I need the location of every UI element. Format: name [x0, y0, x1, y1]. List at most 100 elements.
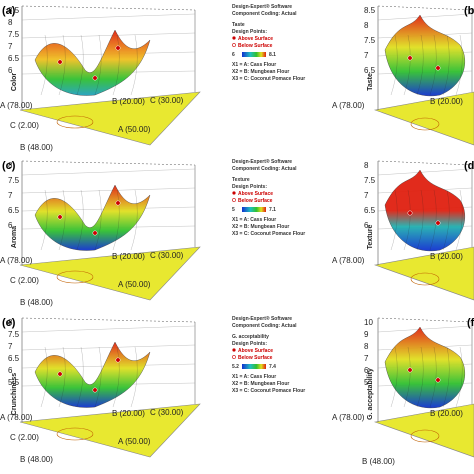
- grid-line: [377, 325, 473, 333]
- vertex-label: C (2.00): [10, 433, 39, 442]
- z-tick-label: 6: [364, 221, 369, 230]
- z-tick-label: 6: [364, 366, 369, 375]
- legend-x2: X2 = B: Mungbean Flour: [232, 381, 289, 387]
- legend-color-bar: [242, 207, 266, 212]
- z-tick-label: 6.5: [8, 54, 20, 63]
- z-tick-label: 8: [364, 161, 369, 170]
- vertex-label: B (48.00): [20, 298, 53, 307]
- legend-software: Design-Expert® Software: [232, 3, 292, 10]
- legend-software: Design-Expert® Software: [232, 158, 292, 165]
- vertex-label: C (30.00): [150, 96, 184, 105]
- z-tick-label: 8: [8, 18, 13, 27]
- response-surface: [384, 14, 466, 97]
- z-tick-label: 7.5: [8, 30, 20, 39]
- base-triangle: [373, 91, 474, 146]
- legend-x3: X3 = C: Coconut Pomace Flour: [232, 388, 305, 394]
- base-contour: [56, 115, 94, 129]
- design-point: [115, 200, 121, 206]
- z-tick-label: 6.5: [8, 206, 20, 215]
- frame-top: [21, 317, 196, 323]
- z-tick-label: 6: [8, 221, 13, 230]
- legend-x2: X2 = B: Mungbean Flour: [232, 69, 289, 75]
- surface-mesh: [40, 34, 48, 96]
- vertex-label: C (30.00): [150, 408, 184, 417]
- design-point: [115, 45, 121, 51]
- response-surface: [34, 184, 151, 251]
- design-point: [435, 377, 441, 383]
- legend-x2: X2 = B: Mungbean Flour: [232, 224, 289, 230]
- surface-mesh: [390, 189, 398, 251]
- legend-above: Above Surface: [238, 191, 273, 197]
- legend-scale-min: 6: [232, 52, 235, 58]
- z-tick-label: 7.5: [364, 176, 376, 185]
- design-point: [435, 220, 441, 226]
- legend-below: Below Surface: [238, 355, 273, 361]
- grid-line: [21, 187, 196, 194]
- vertex-label: A (50.00): [118, 437, 151, 446]
- surface-mesh: [76, 34, 84, 96]
- vertex-label: A (78.00): [0, 101, 33, 110]
- z-tick-label: 8.5: [8, 6, 20, 15]
- surface-mesh: [442, 34, 450, 96]
- surface-mesh: [416, 189, 424, 251]
- legend-coding: Component Coding: Actual: [232, 166, 297, 172]
- vertex-label: B (20.00): [112, 97, 145, 106]
- surface-mesh: [429, 189, 437, 251]
- legend-design-points: Design Points:: [232, 29, 267, 35]
- frame-top: [21, 5, 196, 11]
- vertex-label: B (48.00): [20, 455, 53, 464]
- design-point: [57, 371, 63, 377]
- legend-x1: X1 = A: Cass Flour: [232, 217, 276, 223]
- surface-mesh: [455, 346, 463, 408]
- above-marker-icon: [232, 191, 236, 195]
- above-marker-icon: [232, 348, 236, 352]
- base-triangle: [19, 246, 201, 301]
- vertex-label: B (20.00): [112, 252, 145, 261]
- surface-mesh: [455, 34, 463, 96]
- surface-mesh: [94, 346, 102, 408]
- legend-scale-max: 7.1: [269, 207, 276, 213]
- vertex-label: B (20.00): [430, 409, 463, 418]
- frame-top: [377, 317, 473, 323]
- frame-top: [21, 160, 196, 166]
- surface-mesh: [58, 346, 66, 408]
- legend-response: Texture: [232, 177, 250, 183]
- z-tick-label: 7.5: [8, 176, 20, 185]
- legend-below: Below Surface: [238, 43, 273, 49]
- vertex-label: A (78.00): [332, 256, 365, 265]
- design-point: [57, 59, 63, 65]
- z-axis-label: G. acceptability: [367, 368, 374, 420]
- surface-mesh: [40, 346, 48, 408]
- surface-mesh: [390, 346, 398, 408]
- surface-mesh: [94, 189, 102, 251]
- vertex-label: B (48.00): [20, 143, 53, 152]
- z-tick-label: 7: [8, 191, 13, 200]
- legend-scale-max: 8.1: [269, 52, 276, 58]
- base-contour: [410, 429, 440, 443]
- surface-mesh: [429, 346, 437, 408]
- base-triangle: [19, 403, 201, 458]
- legend-scale-max: 7.4: [269, 364, 276, 370]
- design-point: [92, 75, 98, 81]
- below-marker-icon: [232, 355, 236, 359]
- panel-letter: (f): [467, 317, 474, 329]
- surface-mesh: [130, 346, 138, 408]
- z-tick-label: 6.5: [364, 66, 376, 75]
- legend-below: Below Surface: [238, 198, 273, 204]
- legend-scale-min: 5: [232, 207, 235, 213]
- surface-mesh: [40, 189, 48, 251]
- design-point: [92, 230, 98, 236]
- grid-line: [21, 344, 196, 351]
- panel-letter: (c): [2, 160, 16, 172]
- surface-mesh: [416, 346, 424, 408]
- grid-line: [377, 13, 473, 21]
- design-point: [435, 65, 441, 71]
- surface-mesh: [442, 189, 450, 251]
